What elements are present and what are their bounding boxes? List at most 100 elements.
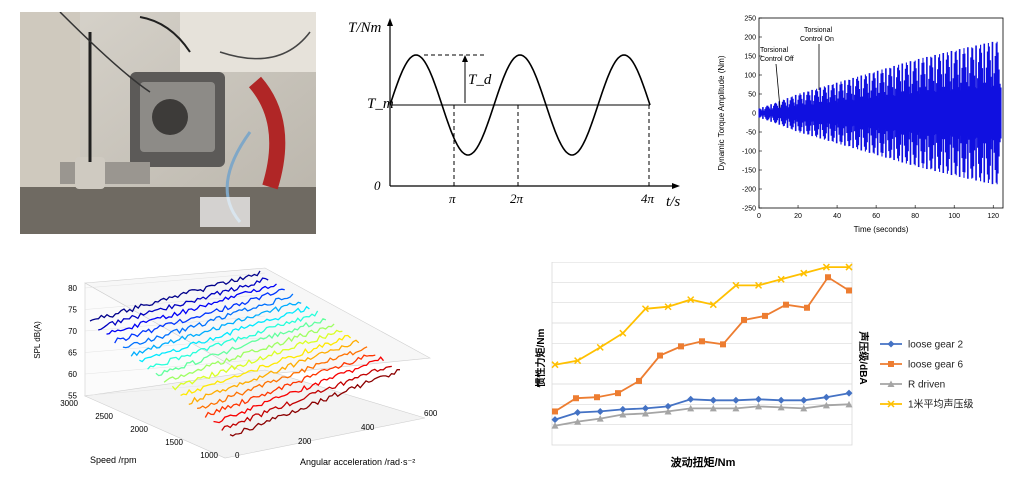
series-marker xyxy=(800,396,808,404)
x-tick-label: 40 xyxy=(833,213,841,220)
series-marker xyxy=(741,316,747,323)
annotation-off-line2: Control Off xyxy=(760,56,794,63)
series-marker xyxy=(822,401,830,409)
x-tick-label: 20 xyxy=(794,213,802,220)
series-marker xyxy=(777,403,785,411)
series-marker xyxy=(551,422,559,429)
y-tick-label: 70 xyxy=(68,327,77,336)
series-marker xyxy=(755,402,763,410)
spl-waterfall-chart: 80 75 70 65 60 55 3000 2500 2000 1500 1000 0 200 40… xyxy=(30,258,450,470)
series-marker xyxy=(709,404,717,412)
series-marker xyxy=(845,389,853,397)
x-axis-label: 波动扭矩/Nm xyxy=(671,455,736,469)
series-line xyxy=(554,392,850,421)
series-marker xyxy=(619,411,627,418)
x-axis-label: t/s xyxy=(666,194,680,210)
y-axis-label-left: 惯性力矩/Nm xyxy=(535,328,547,387)
spl-series-line xyxy=(204,354,376,418)
series-marker xyxy=(687,404,695,412)
series-marker xyxy=(657,352,663,359)
x-tick-label: 0 xyxy=(757,213,761,220)
y-tick-label: -150 xyxy=(742,168,756,175)
x-tick-label: 120 xyxy=(987,213,999,220)
spl-series-line xyxy=(122,293,294,349)
spl-series-line xyxy=(171,329,343,391)
y-tick-label: 75 xyxy=(68,306,77,315)
series-marker xyxy=(777,396,785,404)
series-marker xyxy=(641,409,649,417)
spl-series-line xyxy=(106,283,277,335)
y-tick-label: -100 xyxy=(742,149,756,156)
test-rig-photo xyxy=(20,11,316,234)
y-tick-label: -250 xyxy=(742,206,756,213)
series-marker xyxy=(822,263,830,271)
y-tick-label: 60 xyxy=(68,370,77,379)
sine-curve xyxy=(389,54,651,156)
series-marker xyxy=(687,395,695,403)
x-tick-label: 60 xyxy=(872,213,880,220)
series-marker xyxy=(709,301,717,309)
accel-axis-label: Angular acceleration /rad·s⁻² xyxy=(300,457,415,467)
x-tick-4pi: 4π xyxy=(641,191,655,206)
torque-time-chart: 250 200 150 100 50 0 -50 -100 -150 -200 -250 0 20 40… xyxy=(712,10,1012,235)
legend-label: 1米平均声压级 xyxy=(908,398,974,411)
series-line xyxy=(554,266,849,366)
series-line xyxy=(554,403,850,427)
y-axis-label-right: 声压级/dBA xyxy=(857,330,870,384)
y-tick-label: 55 xyxy=(68,392,77,401)
x-tick-pi: π xyxy=(449,191,456,206)
spl-series-line xyxy=(155,318,327,377)
spl-series-line xyxy=(188,339,360,406)
series-marker xyxy=(574,418,582,425)
spl-series-line xyxy=(197,346,368,410)
annotation-on-line2: Control On xyxy=(800,36,834,43)
speed-axis-label: Speed /rpm xyxy=(90,455,137,465)
y-axis-label: SPL dB(A) xyxy=(33,321,42,359)
x-axis-arrow xyxy=(672,183,680,189)
grid-line xyxy=(84,358,266,375)
speed-tick-label: 2000 xyxy=(130,425,148,434)
spl-series-line xyxy=(163,323,335,383)
spl-waterfall-svg: 80 75 70 65 60 55 3000 2500 2000 1500 1000 0 200 40… xyxy=(33,267,438,467)
series-marker xyxy=(846,287,852,294)
y-axis-label: T/Nm xyxy=(348,20,382,36)
legend-label: R driven xyxy=(908,380,945,391)
spl-series-line xyxy=(213,356,385,424)
sine-schematic-svg: T/Nm t/s T_m 0 T_d π 2π 4π xyxy=(348,18,680,210)
speed-tick-label: 1000 xyxy=(200,451,218,460)
spl-series-line xyxy=(139,305,310,363)
series-marker xyxy=(619,329,627,337)
series-marker xyxy=(755,281,763,289)
series-marker xyxy=(574,408,582,416)
annotation-off-line1: Torsional xyxy=(760,47,788,54)
y-axis-arrow xyxy=(387,18,393,26)
series-marker xyxy=(552,408,558,415)
torque-spl-svg: 惯性力矩/Nm 声压级/dBA 波动扭矩/Nm loose gear 2 loos… xyxy=(534,261,974,469)
annotation-off-arrow xyxy=(775,63,781,109)
accel-tick-label: 0 xyxy=(235,451,240,460)
series-marker xyxy=(732,281,740,289)
legend-marker xyxy=(887,380,895,387)
y-tick-label: 65 xyxy=(68,349,77,358)
series-marker xyxy=(709,396,717,404)
spl-series-line xyxy=(180,334,352,396)
y-tick-label: -50 xyxy=(746,130,756,137)
series-marker xyxy=(664,303,672,311)
series-marker xyxy=(800,269,808,277)
series-marker xyxy=(664,407,672,415)
speed-tick-label: 3000 xyxy=(60,399,78,408)
series-marker xyxy=(720,341,726,348)
series-marker xyxy=(845,263,853,271)
series-marker xyxy=(678,343,684,350)
series-marker xyxy=(822,393,830,401)
series-marker xyxy=(615,390,621,397)
spl-series-line xyxy=(89,270,261,322)
y-tick-label: 50 xyxy=(748,92,756,99)
grid-line xyxy=(84,337,266,353)
y-tick-label: 200 xyxy=(744,35,756,42)
plot-frame xyxy=(551,261,853,446)
x-tick-label: 100 xyxy=(948,213,960,220)
y-tick-label: 100 xyxy=(744,73,756,80)
series-marker xyxy=(596,415,604,422)
series-marker xyxy=(755,395,763,403)
